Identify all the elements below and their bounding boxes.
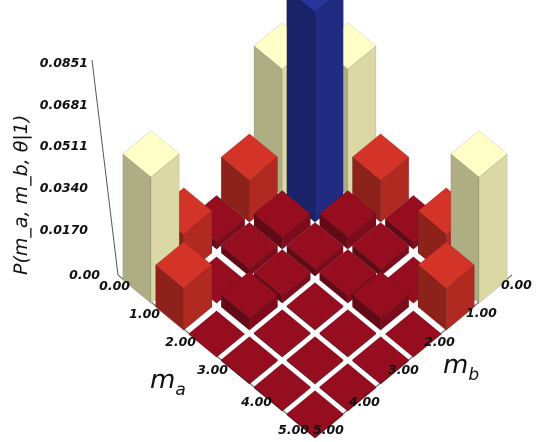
bar-face-top bbox=[253, 309, 311, 357]
bar-face-top bbox=[319, 249, 377, 297]
bar-3d bbox=[286, 336, 344, 385]
z-tick-label: 0.0851 bbox=[40, 55, 88, 70]
bar-face-top bbox=[187, 310, 246, 358]
z-tick-label: 0.0681 bbox=[40, 97, 88, 112]
mb-tick-labels: 0.00 1.00 2.00 3.00 4.00 5.00 bbox=[313, 277, 532, 437]
bar-3d bbox=[351, 222, 410, 277]
bar-face-top bbox=[299, 0, 331, 13]
bar-3d bbox=[253, 190, 311, 250]
bar-3d bbox=[253, 363, 311, 412]
bars-layer bbox=[122, 0, 508, 439]
bar-3d bbox=[187, 310, 246, 358]
bar-face-right bbox=[314, 0, 344, 223]
bar-face-top bbox=[253, 190, 311, 238]
bar-face-top bbox=[417, 241, 475, 289]
bar-face-top bbox=[351, 271, 410, 319]
bar-face-top bbox=[253, 363, 311, 411]
bar-face-top bbox=[220, 271, 279, 319]
bar-3d bbox=[220, 222, 279, 277]
bar-face-top bbox=[384, 310, 443, 358]
bar-face-top bbox=[286, 390, 344, 438]
ma-tick-label: 0.00 bbox=[99, 278, 130, 293]
bar-3d bbox=[417, 241, 475, 331]
bar-face-top bbox=[351, 336, 410, 384]
mb-axis-title-text: m bbox=[443, 350, 468, 380]
bar-face-top bbox=[319, 309, 377, 357]
bar-3d bbox=[253, 309, 311, 358]
bar-3d bbox=[286, 282, 344, 331]
z-tick-label: 0.0170 bbox=[40, 222, 89, 237]
ma-tick-label: 4.00 bbox=[240, 394, 272, 409]
bar-3d bbox=[351, 336, 410, 385]
bar-face-top bbox=[122, 130, 180, 178]
mb-tick-label: 3.00 bbox=[388, 362, 419, 377]
bar-3d bbox=[286, 390, 344, 439]
ma-axis-title: ma bbox=[150, 365, 186, 400]
bar-face-top bbox=[253, 249, 311, 297]
bar-3d bbox=[286, 222, 344, 277]
bar-face-top bbox=[220, 222, 279, 270]
mb-axis-title: mb bbox=[443, 350, 479, 385]
z-tick-labels: 0.0851 0.0681 0.0511 0.0340 0.0170 0.00 bbox=[40, 55, 101, 282]
bar-3d bbox=[319, 309, 377, 358]
mb-tick-label: 1.00 bbox=[466, 305, 497, 320]
bar-3d bbox=[220, 336, 279, 385]
bar-3d bbox=[319, 190, 377, 250]
mb-tick-label: 0.00 bbox=[501, 277, 532, 292]
bar-face-top bbox=[220, 133, 279, 181]
bar-3d bbox=[319, 363, 377, 412]
bar-face-top bbox=[155, 241, 213, 289]
z-tick-label: 0.0511 bbox=[40, 138, 88, 153]
z-axis-title: P(m_a, m_b, θ|1) bbox=[10, 115, 32, 275]
bar-3d bbox=[122, 130, 180, 304]
bar-face-top bbox=[286, 282, 344, 330]
ma-axis-title-subscript: a bbox=[175, 380, 185, 400]
bar-3d bbox=[155, 241, 213, 331]
bar-3d bbox=[220, 271, 279, 331]
ma-tick-label: 1.00 bbox=[129, 306, 160, 321]
bar-3d bbox=[351, 133, 410, 223]
bar-3d bbox=[384, 310, 443, 358]
mb-tick-label: 5.00 bbox=[313, 422, 344, 437]
bar-face-top bbox=[220, 336, 279, 384]
mb-tick-label: 2.00 bbox=[424, 334, 455, 349]
bar-face-top bbox=[351, 133, 410, 181]
ma-tick-label: 5.00 bbox=[278, 422, 309, 437]
mb-tick-label: 4.00 bbox=[348, 394, 380, 409]
bar-face-top bbox=[319, 363, 377, 411]
bar-face-top bbox=[286, 222, 344, 270]
bar-face-top bbox=[351, 222, 410, 270]
z-axis-line bbox=[91, 59, 119, 276]
z-tick-label: 0.0340 bbox=[40, 180, 89, 195]
bar-3d bbox=[351, 271, 410, 331]
bar-3d bbox=[286, 0, 344, 223]
bar-face-top bbox=[450, 130, 508, 178]
ma-axis-title-text: m bbox=[150, 365, 175, 395]
ma-tick-label: 3.00 bbox=[197, 362, 228, 377]
ma-tick-labels: 0.00 1.00 2.00 3.00 4.00 5.00 bbox=[99, 278, 309, 437]
z-tick-label: 0.00 bbox=[69, 267, 100, 282]
ma-tick-label: 2.00 bbox=[165, 334, 196, 349]
bar-face-top bbox=[319, 190, 377, 238]
bar-face-left bbox=[286, 0, 316, 223]
bar-face-top bbox=[286, 336, 344, 384]
mb-axis-title-subscript: b bbox=[468, 365, 479, 385]
